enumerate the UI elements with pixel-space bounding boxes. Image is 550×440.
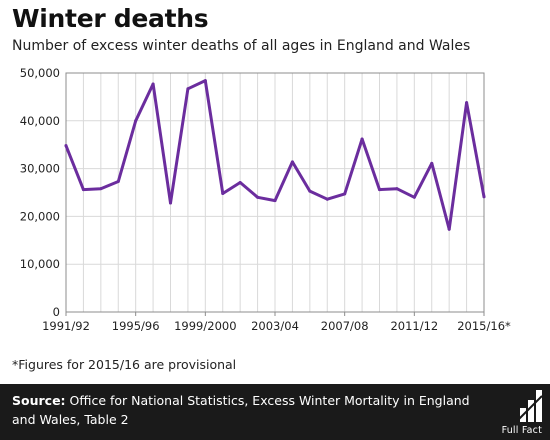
data-point [203, 79, 207, 83]
source-text-block: Source: Office for National Statistics, … [12, 391, 472, 429]
data-point [256, 195, 260, 199]
data-point [412, 195, 416, 199]
data-point [151, 82, 155, 86]
footnote: *Figures for 2015/16 are provisional [12, 357, 237, 372]
chart-subtitle: Number of excess winter deaths of all ag… [12, 38, 471, 54]
data-point [290, 160, 294, 164]
x-tick-label: 1991/92 [42, 319, 90, 333]
y-tick-label: 0 [53, 305, 60, 319]
source-label: Source: [12, 393, 66, 408]
data-point [395, 187, 399, 191]
x-tick-label: 2011/12 [390, 319, 438, 333]
data-point [465, 101, 469, 105]
data-point [360, 137, 364, 141]
x-tick-label: 1995/96 [112, 319, 160, 333]
data-point [116, 180, 120, 184]
data-point [99, 187, 103, 191]
y-tick-label: 50,000 [20, 66, 60, 80]
data-point [81, 188, 85, 192]
data-point [238, 180, 242, 184]
x-tick-label: 2003/04 [251, 319, 299, 333]
y-tick-label: 20,000 [20, 209, 60, 223]
full-fact-logo: Full Fact [480, 388, 543, 436]
x-tick-label: 1999/2000 [174, 319, 236, 333]
y-tick-label: 30,000 [20, 162, 60, 176]
full-fact-logo-icon [515, 390, 543, 423]
y-tick-label: 10,000 [20, 257, 60, 271]
data-point [186, 87, 190, 91]
data-point [221, 191, 225, 195]
data-point [308, 189, 312, 193]
logo-text: Full Fact [501, 425, 542, 436]
line-chart: 0 10,000 20,000 30,000 40,000 50,000 1991/92 19… [20, 66, 511, 333]
source-text: Office for National Statistics, Excess W… [12, 393, 470, 427]
data-point [134, 119, 138, 123]
x-tick-label: 2015/16* [457, 319, 511, 333]
data-point [169, 201, 172, 205]
source-footer: Source: Office for National Statistics, … [0, 384, 550, 440]
data-point [325, 197, 329, 201]
y-tick-label: 40,000 [20, 114, 60, 128]
data-point [343, 192, 347, 196]
x-tick-label: 2007/08 [321, 319, 369, 333]
data-point [482, 195, 486, 199]
data-point [378, 188, 381, 192]
chart-title: Winter deaths [12, 4, 209, 33]
data-point [64, 144, 68, 148]
data-point [447, 227, 451, 231]
data-point [273, 199, 277, 203]
data-point [430, 161, 434, 165]
